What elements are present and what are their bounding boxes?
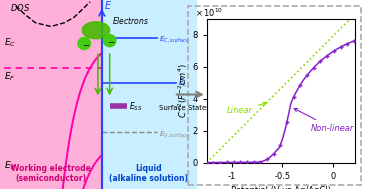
Text: $-$: $-$	[107, 36, 115, 45]
Circle shape	[78, 37, 90, 50]
Circle shape	[103, 35, 116, 47]
X-axis label: Potential (V vs Ag/AgCl): Potential (V vs Ag/AgCl)	[231, 186, 331, 189]
Text: $Electrons$: $Electrons$	[112, 15, 149, 26]
Text: Liquid
(alkaline solution): Liquid (alkaline solution)	[109, 164, 188, 183]
Text: $E_{C,surface}$: $E_{C,surface}$	[158, 34, 190, 44]
Text: $E_C$: $E_C$	[4, 37, 16, 49]
Text: $E_L$: $E_L$	[178, 77, 188, 90]
Text: $E_{V,surface}$: $E_{V,surface}$	[158, 129, 190, 139]
Ellipse shape	[82, 22, 110, 39]
Text: $DOS$: $DOS$	[10, 2, 30, 13]
Text: Working electrode
(semiconductor): Working electrode (semiconductor)	[11, 164, 91, 183]
Text: $E_F$: $E_F$	[4, 71, 15, 83]
Text: $E_V$: $E_V$	[4, 160, 16, 172]
Bar	[102, 0, 196, 189]
Text: Linear: Linear	[227, 102, 266, 115]
Y-axis label: $C^{-2}(F^{-2}cm^{4})$: $C^{-2}(F^{-2}cm^{4})$	[176, 63, 190, 118]
Bar	[0, 0, 102, 189]
Text: Surface States: Surface States	[158, 105, 209, 111]
Text: $\times\,10^{10}$: $\times\,10^{10}$	[195, 7, 223, 19]
Text: $E_{SS}$: $E_{SS}$	[129, 101, 143, 113]
Text: $E$: $E$	[104, 0, 112, 12]
Text: Non-linear: Non-linear	[294, 108, 354, 133]
Text: $-$: $-$	[82, 39, 90, 48]
